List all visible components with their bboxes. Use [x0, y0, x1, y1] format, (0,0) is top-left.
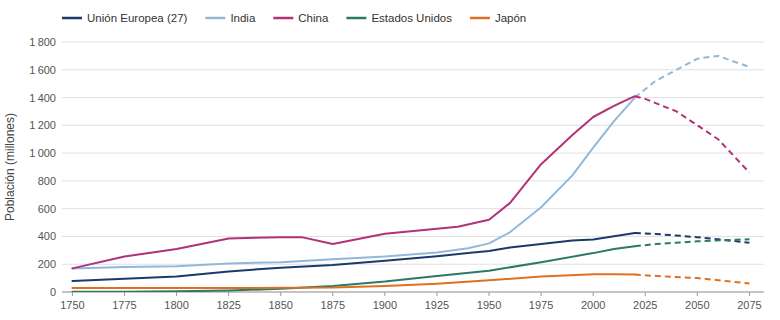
x-tick: [436, 292, 437, 296]
legend-label: Unión Europea (27): [87, 12, 188, 24]
y-axis-label: Población (millones): [3, 113, 17, 221]
x-tick-label: 1975: [529, 299, 553, 311]
legend-label: Estados Unidos: [371, 12, 452, 24]
x-tick-label: 1950: [477, 299, 501, 311]
grid-line: [62, 125, 764, 126]
x-tick: [541, 292, 542, 296]
x-tick-label: 1900: [373, 299, 397, 311]
x-tick: [593, 292, 594, 296]
y-ticks: 0 200 400 600 800 1 000 1 200 1 400 1 600 1 800: [29, 36, 56, 298]
legend-label: China: [298, 12, 329, 24]
legend-item: Japón: [470, 12, 526, 24]
legend-swatch: [205, 17, 225, 20]
x-tick-label: 1800: [164, 299, 188, 311]
legend-item: India: [205, 12, 256, 24]
x-tick: [697, 292, 698, 296]
y-tick-label: 1 200: [29, 119, 56, 131]
legend-label: India: [230, 12, 256, 24]
chart: 0 200 400 600 800 1 000 1 200 1 400 1 600 1 800 17…: [0, 0, 780, 320]
x-tick: [176, 292, 177, 296]
x-tick: [280, 292, 281, 296]
legend-swatch: [62, 17, 82, 20]
grid-line: [62, 180, 764, 181]
x-tick: [72, 292, 73, 296]
grid-line: [62, 97, 764, 98]
legend: Unión Europea (27) India China Estados Unid…: [62, 12, 526, 24]
projection-line: [635, 96, 750, 172]
y-tick-label: 600: [38, 203, 56, 215]
y-tick-label: 1 400: [29, 92, 56, 104]
series-line: [72, 96, 634, 268]
x-tick: [645, 292, 646, 296]
series-line: [72, 274, 634, 288]
x-tick: [228, 292, 229, 296]
x-tick-label: 1825: [216, 299, 240, 311]
x-tick: [332, 292, 333, 296]
x-tick-label: 2050: [685, 299, 709, 311]
legend-item: Unión Europea (27): [62, 12, 188, 24]
x-tick-label: 1875: [321, 299, 345, 311]
x-tick-label: 2075: [737, 299, 761, 311]
x-tick-label: 1775: [112, 299, 136, 311]
y-tick-label: 1 600: [29, 64, 56, 76]
x-tick: [124, 292, 125, 296]
grid-line: [62, 208, 764, 209]
y-tick-label: 400: [38, 230, 56, 242]
legend-label: Japón: [495, 12, 526, 24]
y-tick-label: 800: [38, 175, 56, 187]
x-tick-label: 2000: [581, 299, 605, 311]
projection-line: [635, 233, 750, 243]
x-tick-label: 1750: [60, 299, 84, 311]
x-tick-label: 1925: [425, 299, 449, 311]
x-tick: [749, 292, 750, 296]
series-line: [72, 246, 634, 292]
grid-line: [62, 264, 764, 265]
grid-line: [62, 153, 764, 154]
y-tick-label: 0: [50, 286, 56, 298]
projection-line: [635, 239, 750, 246]
projection-line: [635, 56, 750, 98]
grid-line: [62, 42, 764, 43]
x-tick-label: 1850: [268, 299, 292, 311]
series-line: [72, 98, 634, 269]
y-tick-label: 200: [38, 258, 56, 270]
x-tick: [384, 292, 385, 296]
legend-item: China: [273, 12, 329, 24]
x-tick-label: 2025: [633, 299, 657, 311]
x-ticks: 1750 1775 1800 1825 1850 1875 1900 1925 1950 1975…: [60, 292, 761, 311]
y-grid: [62, 42, 764, 292]
grid-line: [62, 236, 764, 237]
legend-item: Estados Unidos: [346, 12, 452, 24]
legend-swatch: [273, 17, 293, 20]
y-tick-label: 1 800: [29, 36, 56, 48]
legend-swatch: [470, 17, 490, 20]
legend-swatch: [346, 17, 366, 20]
projection-line: [635, 275, 750, 284]
lines: [72, 56, 749, 292]
x-tick: [489, 292, 490, 296]
grid-line: [62, 69, 764, 70]
y-tick-label: 1 000: [29, 147, 56, 159]
